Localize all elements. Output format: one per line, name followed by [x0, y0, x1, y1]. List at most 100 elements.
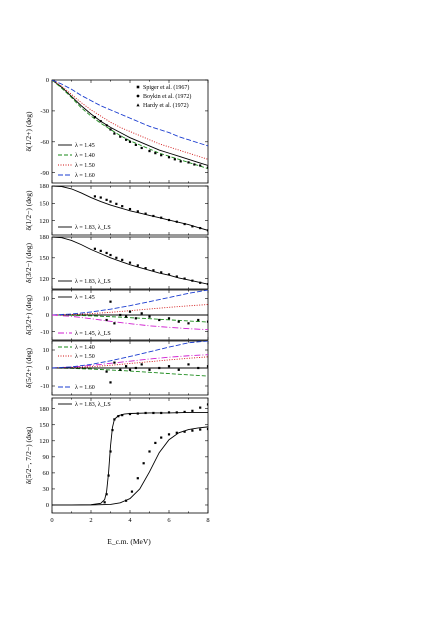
- y-axis-label: δ(1/2−) (deg): [24, 190, 33, 231]
- data-point: [109, 200, 112, 203]
- series-line: [52, 290, 208, 316]
- data-point: [177, 320, 180, 323]
- legend-label: λ = 1.45: [75, 295, 95, 301]
- data-point: [109, 381, 112, 384]
- data-point: [206, 229, 208, 232]
- y-tick-label: 180: [39, 234, 49, 241]
- data-point: [187, 322, 190, 325]
- data-point: [140, 146, 143, 150]
- y-tick-label: -60: [40, 139, 49, 146]
- data-point: [148, 149, 151, 153]
- data-point: [93, 247, 96, 250]
- data-point: [158, 318, 161, 322]
- data-point: [119, 313, 122, 317]
- data-point: [113, 132, 116, 135]
- data-point: [160, 271, 163, 274]
- legend-label: λ = 1.60: [75, 385, 95, 391]
- series-line: [52, 314, 208, 331]
- data-point: [160, 154, 163, 157]
- data-point: [128, 368, 132, 371]
- y-tick-label: 180: [39, 183, 49, 190]
- data-point: [152, 269, 155, 272]
- data-point: [206, 403, 208, 406]
- data-point: [125, 365, 128, 368]
- y-axis-label: δ(3/2−) (deg): [24, 242, 33, 283]
- data-point: [167, 365, 171, 368]
- data-point: [128, 412, 132, 416]
- data-point: [173, 158, 176, 161]
- data-point: [134, 366, 137, 370]
- y-axis-label: δ(5/2+) (deg): [24, 347, 33, 388]
- data-point: [187, 161, 190, 164]
- x-tick-label: 0: [50, 517, 53, 524]
- data-point: [144, 267, 147, 270]
- data-point: [105, 251, 108, 255]
- data-point: [179, 160, 182, 163]
- legend-label: λ = 1.60: [75, 173, 95, 179]
- legend-label: λ = 1.40: [75, 345, 95, 351]
- data-point: [206, 166, 208, 169]
- data-point: [119, 368, 122, 371]
- data-point: [121, 258, 124, 261]
- data-point: [125, 315, 128, 318]
- data-point: [115, 202, 118, 205]
- data-point: [125, 499, 128, 502]
- data-point: [93, 115, 96, 119]
- data-point: [199, 164, 202, 167]
- legend-label: Boykin et al. (1972): [143, 93, 191, 100]
- y-tick-label: 0: [46, 502, 49, 509]
- y-tick-label: 180: [39, 406, 49, 413]
- legend-marker: [136, 85, 140, 89]
- data-point: [154, 152, 157, 155]
- y-tick-label: -90: [40, 170, 49, 177]
- data-point: [154, 441, 157, 445]
- data-point: [113, 418, 116, 421]
- data-point: [109, 450, 112, 453]
- data-point: [99, 120, 102, 123]
- y-tick-label: 60: [43, 470, 50, 477]
- data-point: [206, 427, 208, 431]
- data-point: [167, 411, 171, 414]
- panel-5: 10 0 -10 δ(5/2+) (deg) λ = 1.40 λ = 1.50 λ = 1…: [24, 340, 209, 396]
- y-axis-label: δ(3/2+) (deg): [24, 294, 33, 335]
- data-point: [167, 273, 171, 276]
- series-line: [52, 186, 208, 231]
- data-point: [183, 277, 186, 280]
- data-point: [183, 430, 186, 433]
- legend-label: λ = 1.45: [75, 143, 95, 149]
- plot-area: [52, 186, 208, 232]
- data-point: [99, 249, 102, 252]
- legend-label: λ = 1.45, λ_LS: [75, 331, 111, 337]
- y-tick-label: 150: [39, 422, 49, 429]
- data-point: [199, 226, 202, 230]
- data-point: [193, 163, 196, 166]
- y-tick-label: 10: [43, 347, 50, 354]
- data-point: [191, 429, 194, 432]
- data-point: [109, 253, 112, 257]
- legend-marker: [136, 103, 140, 107]
- series-line: [52, 341, 208, 369]
- data-point: [136, 210, 139, 213]
- data-point: [175, 220, 178, 223]
- y-tick-label: 120: [39, 276, 49, 283]
- data-point: [160, 216, 163, 219]
- data-point: [199, 406, 202, 409]
- legend-label: λ = 1.50: [75, 163, 95, 169]
- data-point: [206, 283, 208, 286]
- data-point: [197, 366, 200, 370]
- x-tick-label: 6: [167, 517, 171, 524]
- series-line: [52, 80, 208, 147]
- data-point: [167, 433, 171, 436]
- data-point: [167, 317, 171, 320]
- legend-label: λ = 1.40: [75, 153, 95, 159]
- data-point: [175, 411, 178, 414]
- panel-4: 10 0 -10 δ(3/2+) (deg) λ = 1.45 λ = 1.45, λ_L…: [24, 289, 209, 341]
- data-point: [199, 281, 202, 284]
- plot-area: [52, 290, 208, 331]
- data-point: [136, 477, 139, 480]
- data-point: [93, 195, 96, 198]
- data-point: [187, 363, 190, 366]
- data-point: [121, 205, 124, 208]
